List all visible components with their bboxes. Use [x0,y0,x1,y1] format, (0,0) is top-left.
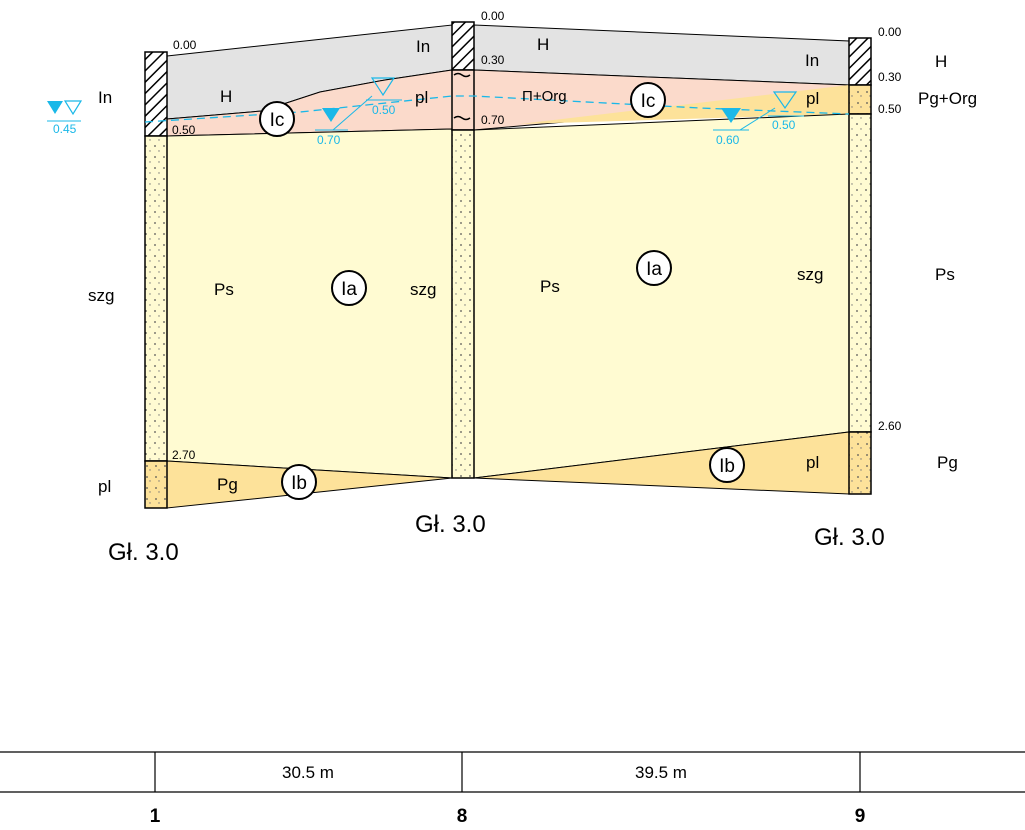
depth-mark: 2.70 [172,448,196,462]
soil-label: H [220,87,232,106]
borehole-9-depth: Gł. 3.0 [814,524,885,551]
layer-sand-right [473,113,850,479]
layer-badge-ic-right: Ic [630,82,666,118]
depth-mark: 0.00 [878,25,902,39]
soil-label: Pg+Org [918,89,977,108]
soil-label: Π+Org [522,88,567,105]
distance-8-9: 39.5 m [635,763,687,782]
water-steady-icon-1-8 [366,77,402,101]
depth-mark: 0.00 [481,9,505,23]
layer-badge-ib-left: Ib [281,464,317,500]
depth-mark: 0.50 [878,102,902,116]
svg-text:Ic: Ic [641,91,656,112]
soil-label: pl [415,88,428,107]
water-found-icon-8-9 [713,107,776,131]
borehole-9-column [848,37,872,495]
layer-badge-ic-left: Ic [259,101,295,137]
borehole-8-number: 8 [457,806,468,827]
depth-mark: 0.50 [172,123,196,137]
soil-label: In [98,88,112,107]
layer-badge-ia-right: Ia [636,250,672,286]
layer-sand-left [166,128,453,479]
water-steady-1-8: 0.50 [372,103,396,117]
borehole-1-column [144,51,168,509]
soil-label: pl [98,477,111,496]
svg-text:Ib: Ib [291,473,307,494]
depth-mark: 0.30 [878,70,902,84]
depth-mark: 0.30 [481,53,505,67]
borehole-1-depth: Gł. 3.0 [108,539,179,566]
soil-label: In [416,37,430,56]
borehole-1-number: 1 [150,806,161,827]
soil-label: szg [797,265,823,284]
water-found-icon-1-8 [315,95,373,131]
soil-label: pl [806,453,819,472]
soil-label: Ps [540,277,560,296]
borehole-8-column [451,21,475,479]
distance-table [0,751,1025,793]
water-found-8-9: 0.60 [716,133,740,147]
soil-label: Ps [935,265,955,284]
depth-mark: 0.00 [173,38,197,52]
svg-text:Ib: Ib [719,456,735,477]
svg-text:Ic: Ic [270,110,285,131]
svg-text:Ia: Ia [646,259,662,280]
soil-label: szg [410,280,436,299]
soil-label: In [805,51,819,70]
layer-badge-ia-left: Ia [331,270,367,306]
water-level-icon-b1 [47,100,83,122]
soil-label: Pg [937,453,958,472]
soil-label: Pg [217,475,238,494]
distance-1-8: 30.5 m [282,763,334,782]
layer-silty-sand-top-right [520,85,849,124]
depth-mark: 0.70 [481,113,505,127]
depth-mark: 2.60 [878,419,902,433]
soil-label: Ps [214,280,234,299]
layer-badge-ib-right: Ib [709,447,745,483]
soil-label: H [935,52,947,71]
water-steady-icon-8-9 [768,91,804,117]
svg-text:Ia: Ia [341,279,357,300]
borehole-9-number: 9 [855,806,866,827]
water-steady-8-9: 0.50 [772,118,796,132]
soil-label: szg [88,286,114,305]
water-found-1-8: 0.70 [317,133,341,147]
borehole-8-depth: Gł. 3.0 [415,511,486,538]
soil-label: pl [806,89,819,108]
soil-label: H [537,35,549,54]
water-level-b1: 0.45 [53,122,77,136]
groundwater-table-line [144,95,850,123]
